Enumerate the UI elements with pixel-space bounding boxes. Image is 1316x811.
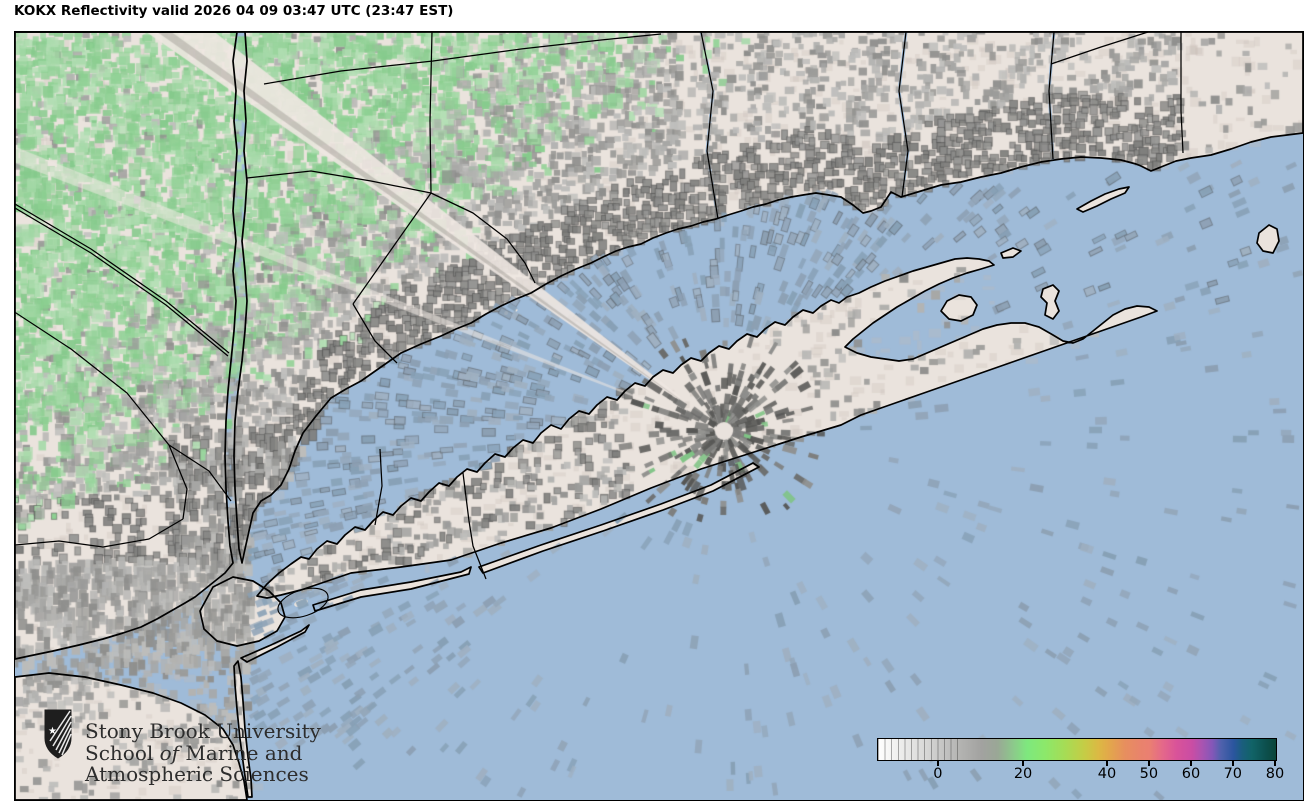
colorbar-tick-label: 50 — [1139, 766, 1159, 782]
colorbar-tick-label: 80 — [1265, 766, 1285, 782]
colorbar-tick-label: 70 — [1223, 766, 1243, 782]
colorbar-tick-label: 20 — [1013, 766, 1033, 782]
logo-line-2: School of Marine and — [85, 740, 303, 765]
colorbar-tick-label: 40 — [1097, 766, 1117, 782]
radar-map: ★ Stony Brook University School of Marin… — [14, 31, 1304, 801]
colorbar-tick-label: 0 — [933, 766, 943, 782]
colorbar-gradient — [877, 738, 1277, 761]
stony-brook-logo: ★ Stony Brook University School of Marin… — [43, 708, 321, 786]
reflectivity-colorbar: 0 20 40 50 60 70 80 — [877, 738, 1284, 786]
colorbar-tick — [936, 760, 939, 766]
colorbar-step-lines — [878, 739, 962, 760]
logo-text: Stony Brook University School of Marine … — [85, 719, 321, 786]
page-title: KOKX Reflectivity valid 2026 04 09 03:47… — [14, 3, 454, 19]
colorbar-tick — [1274, 760, 1276, 766]
colorbar-tick — [1147, 760, 1150, 766]
map-boundaries-layer — [15, 32, 1303, 800]
colorbar-tick-label: 60 — [1181, 766, 1201, 782]
shield-star-icon: ★ — [48, 726, 57, 737]
colorbar-tick — [1231, 760, 1234, 766]
colorbar-tick — [1106, 760, 1109, 766]
colorbar-tick — [1022, 760, 1025, 766]
logo-line-3: Atmospheric Sciences — [85, 762, 309, 786]
stony-brook-shield-icon: ★ — [44, 709, 72, 759]
radar-echo-layer — [15, 32, 1303, 800]
logo-line-1: Stony Brook University — [85, 719, 321, 743]
colorbar-tick — [1190, 760, 1193, 766]
